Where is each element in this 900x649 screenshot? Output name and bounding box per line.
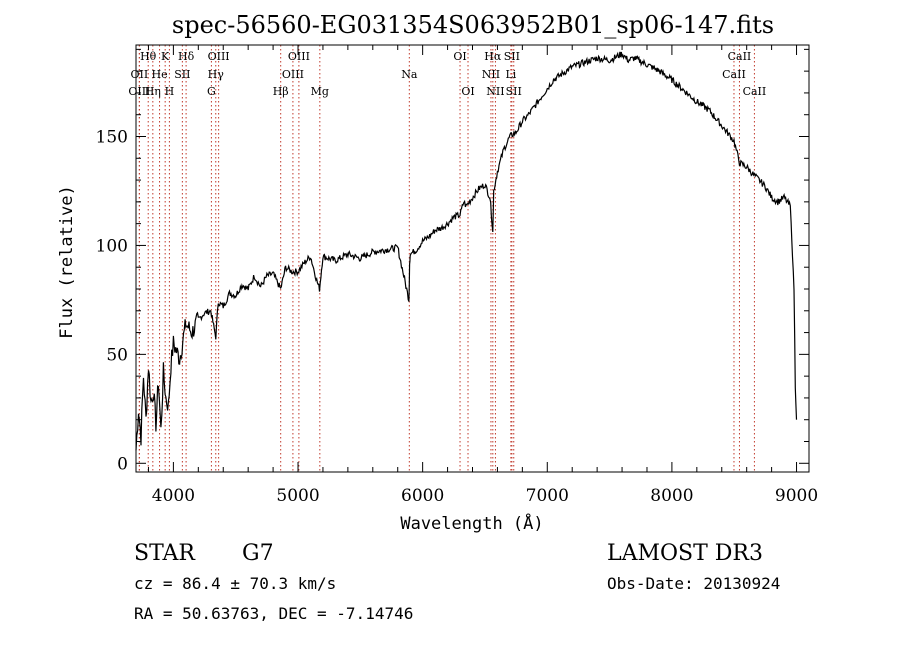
object-subclass: G7: [242, 541, 274, 566]
flux-series-line: [135, 51, 798, 451]
spectral-line-label: OIII: [282, 68, 304, 81]
y-tick-label: 0: [117, 454, 128, 474]
spectral-line-label: He: [152, 68, 168, 81]
spectral-line-label: Hβ: [273, 85, 289, 98]
spectral-line-label: G: [207, 85, 216, 98]
spectral-line-label: SII: [506, 85, 522, 98]
spectral-line-label: Li: [505, 68, 516, 81]
spectral-line-label: Hα: [484, 50, 502, 63]
x-tick-label: 4000: [152, 486, 195, 506]
x-tick-label: 6000: [401, 486, 444, 506]
spectral-line-label: OIII: [288, 50, 310, 63]
spectral-line-label: Hδ: [178, 50, 195, 63]
spectral-line-label: OI: [453, 50, 466, 63]
x-tick-label: 8000: [650, 486, 693, 506]
survey-name: LAMOST DR3: [607, 541, 763, 566]
spectral-line-label: OIII: [128, 85, 150, 98]
x-axis-label: Wavelength (Å): [400, 512, 543, 534]
y-axis-ticks: 0 50 100 150: [96, 48, 809, 474]
y-tick-label: 150: [96, 128, 128, 148]
spectral-line-label: NII: [486, 85, 504, 98]
coordinates: RA = 50.63763, DEC = -7.14746: [134, 604, 413, 623]
y-tick-label: 50: [106, 345, 128, 365]
x-tick-label: 9000: [775, 486, 818, 506]
spectral-line-label: Na: [401, 68, 418, 81]
object-class: STAR: [134, 541, 196, 566]
observation-date: Obs-Date: 20130924: [607, 574, 780, 593]
spectral-line-label: Mg: [311, 85, 329, 98]
spectral-line-label: Hθ: [140, 50, 157, 63]
spectral-line-label: CaII: [722, 68, 746, 81]
spectral-line-label: SII: [504, 50, 520, 63]
x-tick-label: 5000: [276, 486, 319, 506]
spectral-line-label: CaII: [728, 50, 752, 63]
spectral-line-label: H: [165, 85, 175, 98]
spectral-line-label: OII: [131, 68, 149, 81]
spectral-line-label: OI: [461, 85, 474, 98]
y-axis-label: Flux (relative): [57, 185, 77, 339]
spectral-line-label: Hη: [145, 85, 161, 98]
redshift-velocity: cz = 86.4 ± 70.3 km/s: [134, 574, 336, 593]
spectral-line-label: OIII: [208, 50, 230, 63]
x-tick-label: 7000: [526, 486, 569, 506]
spectral-line-label: CaII: [743, 85, 767, 98]
spectral-line-label: K: [161, 50, 170, 63]
x-axis-ticks: 4000 5000 6000 7000 8000 9000: [147, 45, 818, 506]
chart-title: spec-56560-EG031354S063952B01_sp06-147.f…: [172, 11, 774, 39]
spectral-line-markers: [138, 45, 755, 472]
spectral-line-label: SII: [174, 68, 190, 81]
spectral-line-label: NII: [482, 68, 500, 81]
spectral-line-label: Hγ: [208, 68, 225, 81]
y-tick-label: 100: [96, 236, 128, 256]
